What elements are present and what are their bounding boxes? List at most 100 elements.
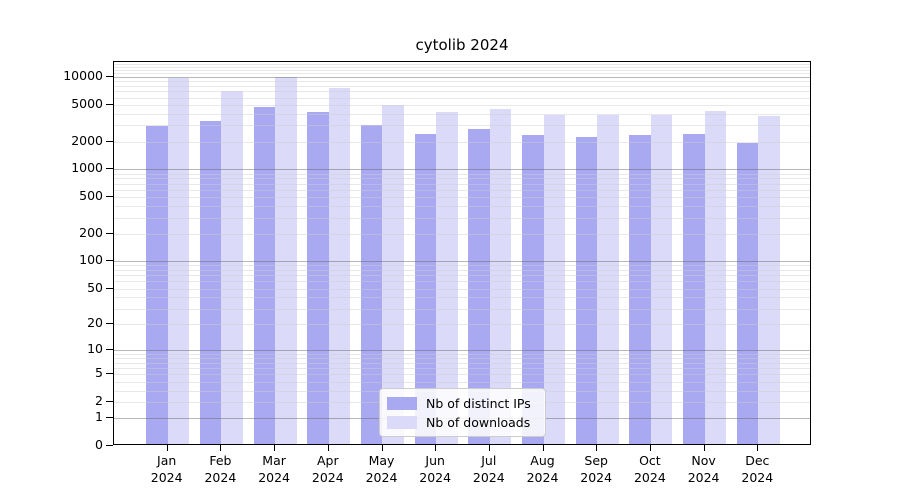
bar-downloads-feb xyxy=(221,90,243,444)
x-tick-mark xyxy=(488,445,490,451)
x-tick-label-dec: Dec 2024 xyxy=(741,453,774,485)
gridline-minor xyxy=(114,270,810,271)
y-tick-mark xyxy=(106,76,113,78)
gridline-minor xyxy=(114,362,810,364)
y-tick-label: 100 xyxy=(79,252,103,268)
bar-downloads-aug xyxy=(543,114,566,444)
y-tick-label: 0 xyxy=(95,437,103,452)
y-tick-label: 2000 xyxy=(71,132,103,148)
gridline-minor xyxy=(114,324,810,326)
x-tick-mark xyxy=(757,445,759,451)
x-tick-label-may: May 2024 xyxy=(365,453,398,485)
y-tick-mark xyxy=(106,373,113,375)
chart-title: cytolib 2024 xyxy=(415,36,509,54)
legend-entry-downloads: Nb of downloads xyxy=(387,415,537,430)
bar-downloads-oct xyxy=(650,115,673,444)
gridline-minor xyxy=(114,368,810,370)
legend-label-distinct-ips: Nb of distinct IPs xyxy=(426,395,531,411)
gridline-minor xyxy=(114,97,810,99)
legend-swatch-downloads xyxy=(387,415,417,429)
bar-distinct-ips-oct xyxy=(629,134,651,444)
gridline-major xyxy=(114,261,810,263)
x-tick-mark xyxy=(166,445,168,451)
y-tick-mark xyxy=(106,232,113,234)
gridline-minor xyxy=(114,173,810,175)
bar-distinct-ips-may xyxy=(360,124,383,444)
y-tick-mark xyxy=(106,417,113,419)
x-tick-label-mar: Mar 2024 xyxy=(258,453,290,485)
x-tick-label-feb: Feb 2024 xyxy=(204,453,237,485)
y-tick-mark xyxy=(106,401,113,402)
gridline-minor xyxy=(114,217,810,219)
x-tick-mark xyxy=(220,445,222,451)
x-tick-label-apr: Apr 2024 xyxy=(311,453,344,485)
x-tick-label-jan: Jan 2024 xyxy=(150,453,183,485)
y-tick-label: 2 xyxy=(95,393,103,408)
gridline-minor xyxy=(114,178,810,180)
legend-swatch-distinct-ips xyxy=(387,396,417,410)
gridline-minor xyxy=(114,297,810,299)
x-tick-mark xyxy=(381,445,383,451)
x-tick-label-aug: Aug 2024 xyxy=(526,453,559,485)
gridline-minor xyxy=(114,308,810,310)
legend-label-downloads: Nb of downloads xyxy=(426,414,531,430)
gridline-minor xyxy=(114,86,810,88)
bar-downloads-apr xyxy=(328,88,351,444)
bar-downloads-may xyxy=(382,105,404,444)
gridline-major xyxy=(114,77,810,79)
gridline-minor xyxy=(114,288,810,290)
y-tick-label: 500 xyxy=(79,188,103,203)
y-tick-mark xyxy=(106,140,113,142)
bar-downloads-sep xyxy=(597,115,619,444)
x-tick-label-oct: Oct 2024 xyxy=(633,453,666,485)
bar-downloads-mar xyxy=(275,76,297,444)
gridline-major xyxy=(114,350,810,351)
bar-distinct-ips-jun xyxy=(414,133,437,444)
x-tick-mark xyxy=(274,445,276,451)
gridline-minor xyxy=(114,183,810,185)
x-tick-mark xyxy=(435,445,437,451)
bar-distinct-ips-jan xyxy=(146,126,168,444)
y-tick-mark xyxy=(106,260,113,262)
x-tick-label-jul: Jul 2024 xyxy=(472,453,505,485)
gridline-minor xyxy=(114,381,810,383)
bar-distinct-ips-apr xyxy=(307,111,329,444)
legend-entry-distinct-ips: Nb of distinct IPs xyxy=(387,396,537,411)
gridline-minor xyxy=(114,374,810,376)
x-tick-mark xyxy=(649,445,651,451)
y-tick-label: 10 xyxy=(87,341,103,356)
x-tick-mark xyxy=(703,445,705,451)
bar-downloads-jan xyxy=(167,78,190,444)
bar-distinct-ips-mar xyxy=(253,106,276,444)
y-tick-mark xyxy=(106,168,113,170)
bar-downloads-dec xyxy=(758,115,780,444)
y-tick-mark xyxy=(106,103,113,105)
gridline-minor xyxy=(114,91,810,93)
bar-distinct-ips-nov xyxy=(683,133,705,444)
y-tick-mark xyxy=(106,349,113,350)
y-tick-label: 1 xyxy=(95,409,103,425)
gridline-minor xyxy=(114,206,810,207)
gridline-minor xyxy=(114,275,810,277)
y-tick-label: 50 xyxy=(87,279,103,295)
x-tick-label-jun: Jun 2024 xyxy=(419,453,452,485)
gridline-minor xyxy=(114,66,810,68)
bar-distinct-ips-aug xyxy=(522,135,544,444)
gridline-minor xyxy=(114,113,810,115)
bar-distinct-ips-feb xyxy=(199,121,222,444)
y-tick-label: 20 xyxy=(87,315,103,331)
gridline-minor xyxy=(114,81,810,83)
x-tick-label-nov: Nov 2024 xyxy=(687,453,720,485)
bar-distinct-ips-jul xyxy=(468,129,490,444)
bar-downloads-nov xyxy=(704,111,727,444)
x-tick-mark xyxy=(327,445,329,451)
gridline-minor xyxy=(114,63,810,65)
y-tick-mark xyxy=(106,287,113,289)
y-tick-label: 5 xyxy=(95,365,103,381)
y-tick-label: 1000 xyxy=(71,160,103,176)
bar-downloads-jun xyxy=(436,112,458,444)
x-tick-mark xyxy=(596,445,598,451)
plot-area xyxy=(113,61,811,445)
legend: Nb of distinct IPs Nb of downloads xyxy=(379,388,546,437)
